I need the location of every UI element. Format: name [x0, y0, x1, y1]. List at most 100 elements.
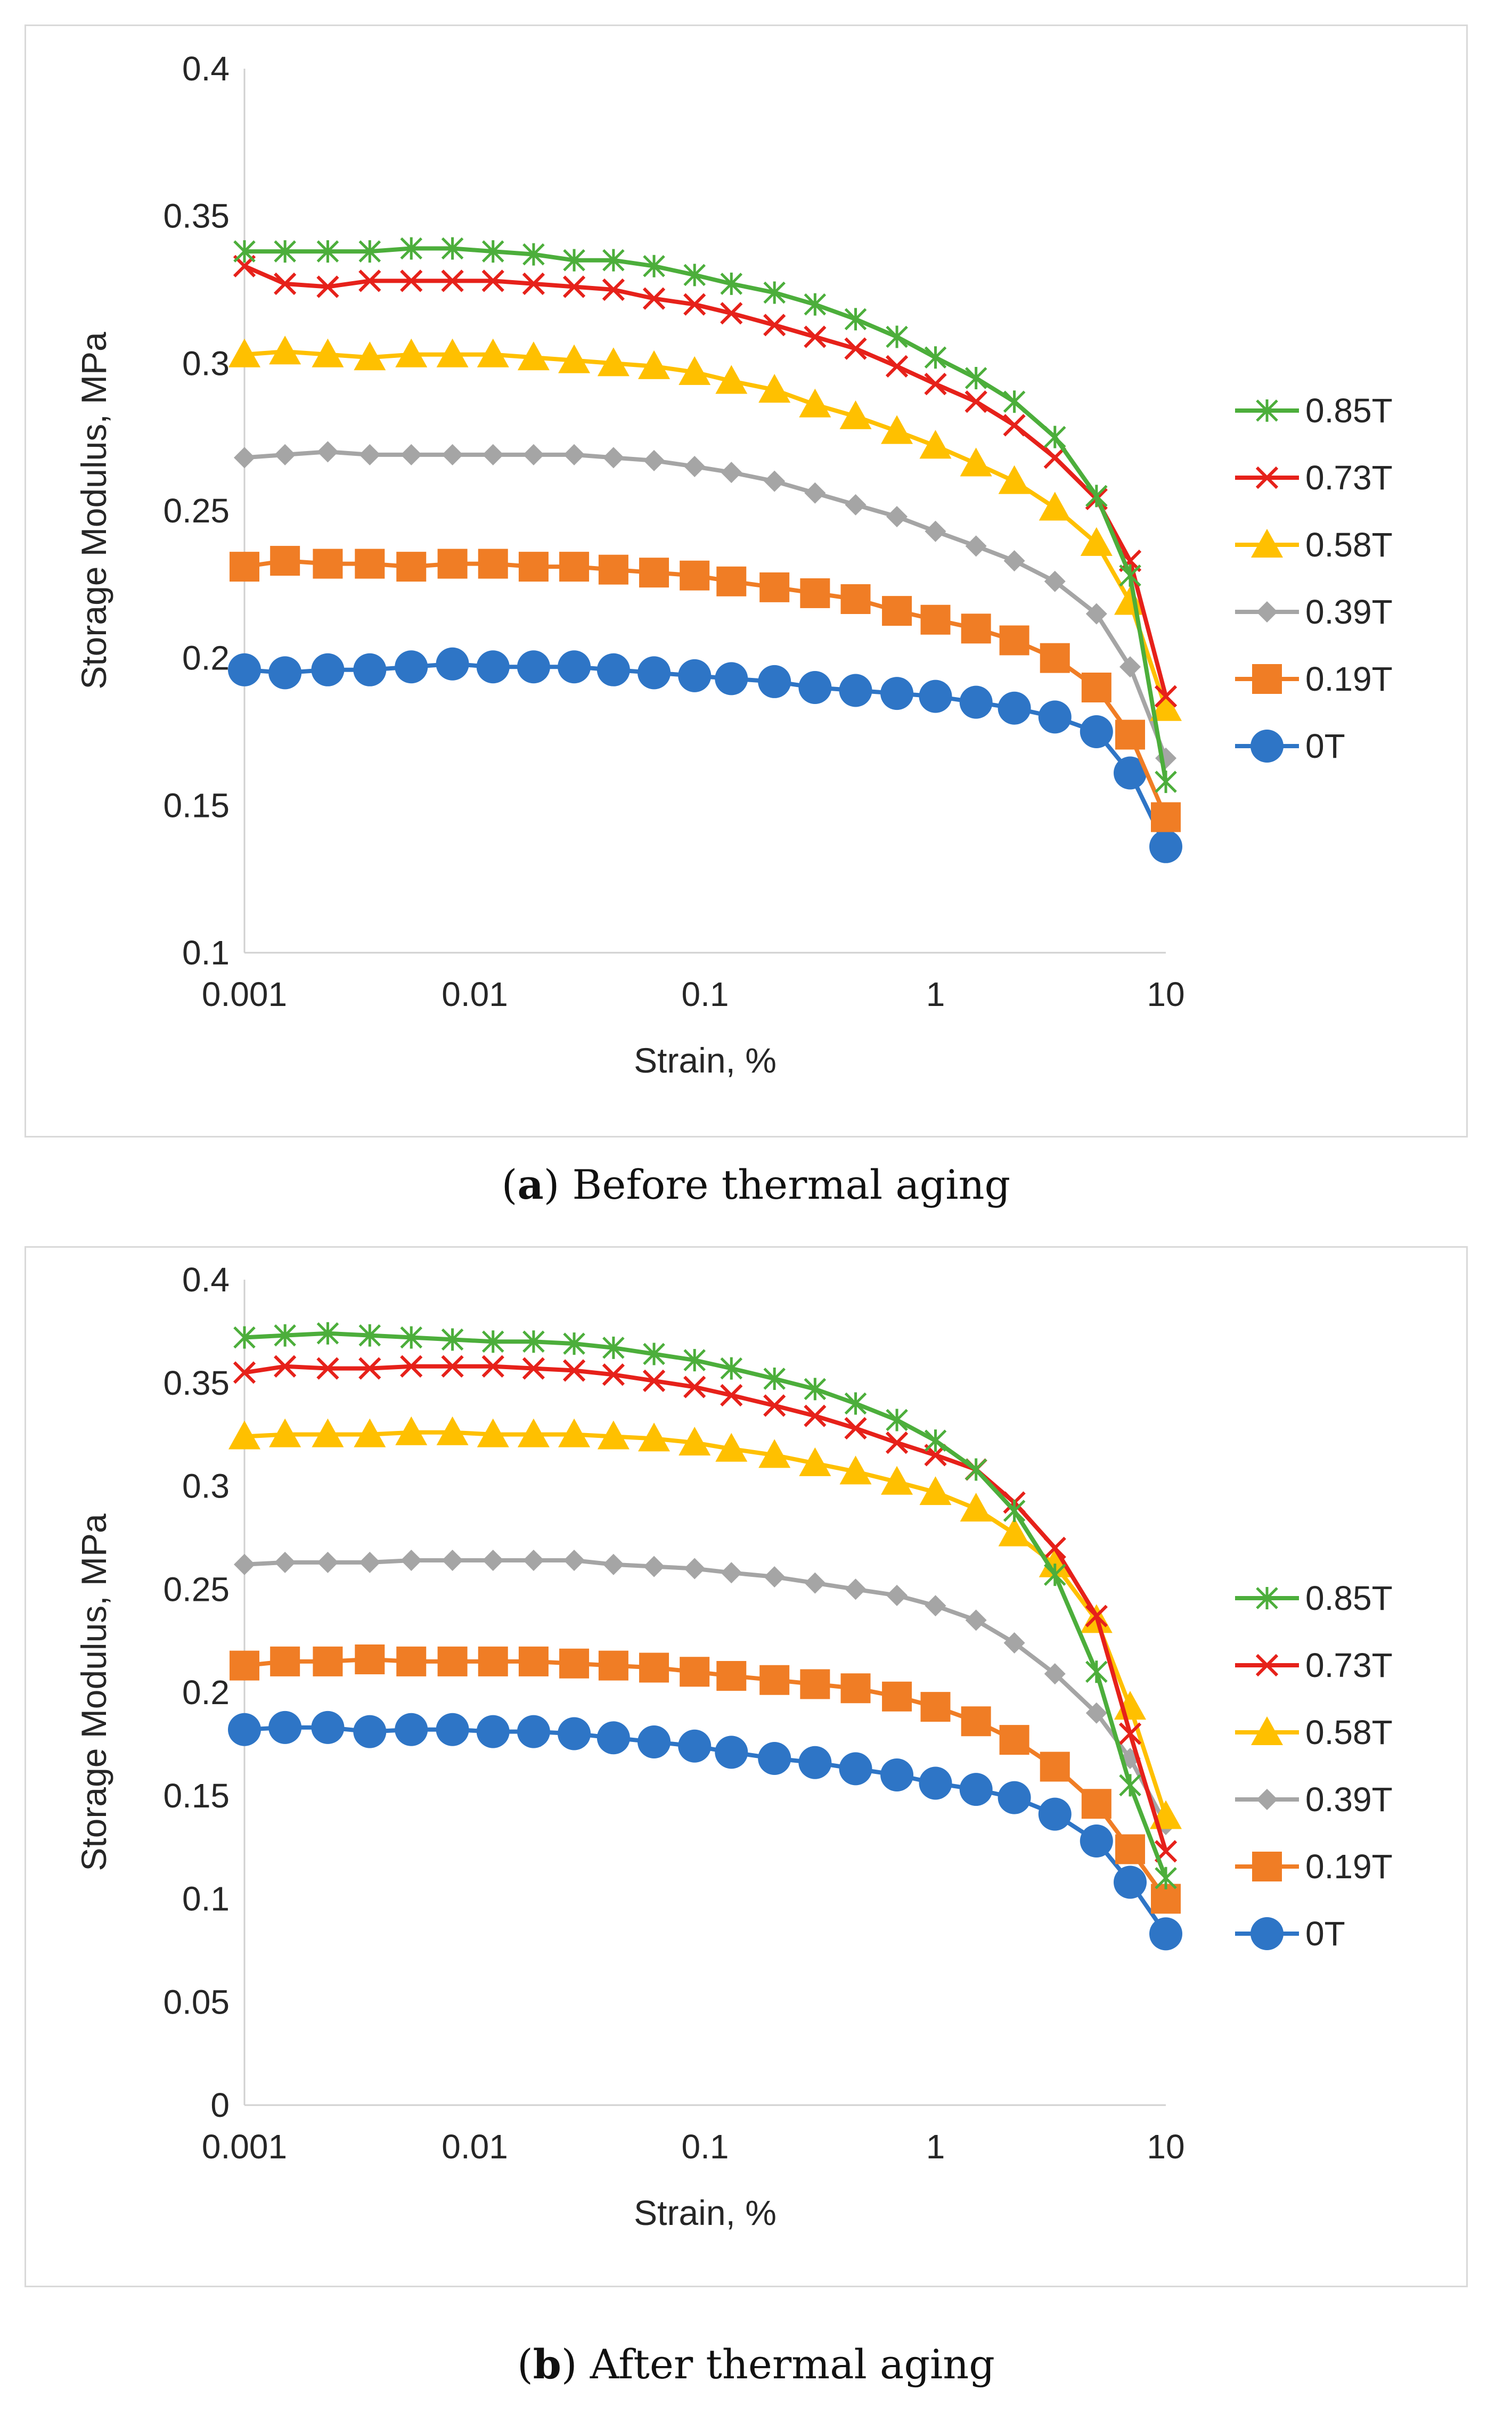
data-point-0.39T: [721, 1562, 742, 1584]
data-point-0.85T: [1043, 1564, 1066, 1586]
data-point-0.19T: [355, 549, 385, 579]
y-tick-label: 0.05: [163, 1983, 230, 2021]
data-point-0.73T: [316, 1357, 339, 1380]
data-point-0T: [919, 1766, 952, 1800]
data-point-0.39T: [1044, 1663, 1066, 1685]
data-point-0.73T: [1043, 446, 1066, 469]
legend-label: 0.58T: [1305, 526, 1393, 564]
legend-label: 0.85T: [1305, 391, 1393, 430]
data-point-0.19T: [437, 1646, 468, 1676]
chart-b: 0 0.05 0.1 0.15 0.2 0.25 0.3 0.35 0.4 0.001 0.01 0.…: [74, 1261, 1393, 2232]
data-point-0T: [596, 653, 630, 686]
data-point-0T: [517, 650, 550, 684]
legend-marker: [1255, 1654, 1279, 1677]
data-point-0.85T: [1085, 1660, 1108, 1683]
legend-label: 0.19T: [1305, 660, 1393, 698]
data-point-0.19T: [230, 552, 259, 582]
data-point-0.85T: [924, 346, 947, 369]
data-point-0.85T: [522, 243, 545, 266]
data-point-0.73T: [1154, 685, 1178, 708]
data-point-0T: [959, 685, 993, 719]
data-point-0.85T: [720, 1357, 743, 1380]
legend-marker: [1251, 730, 1284, 763]
data-point-0.85T: [400, 1326, 423, 1349]
data-point-0T: [268, 1711, 302, 1744]
data-point-0.39T: [563, 1550, 585, 1571]
data-point-0.19T: [999, 1725, 1029, 1755]
data-point-0.19T: [716, 566, 747, 596]
data-point-0.19T: [355, 1644, 385, 1674]
data-point-0.19T: [559, 1648, 590, 1679]
data-point-0.19T: [639, 558, 669, 588]
x-tick-label: 0.001: [202, 975, 287, 1013]
data-point-0.85T: [1119, 564, 1141, 587]
series-0.39T: [234, 1550, 1176, 1835]
data-point-0.73T: [400, 269, 423, 292]
chart-panel-b: 0 0.05 0.1 0.15 0.2 0.25 0.3 0.35 0.4 0.001 0.01 0.…: [24, 1246, 1468, 2287]
data-point-0T: [1080, 1824, 1113, 1857]
caption-b-text: After thermal aging: [577, 2341, 995, 2388]
data-point-0.19T: [396, 552, 427, 582]
data-point-0.73T: [683, 1376, 706, 1398]
data-point-0.85T: [1155, 771, 1177, 793]
data-point-0T: [1038, 1797, 1072, 1831]
data-point-0.39T: [1085, 1702, 1107, 1724]
data-point-0.85T: [886, 1409, 908, 1431]
caption-b: (b) After thermal aging: [517, 2341, 995, 2388]
caption-b-letter: b: [533, 2341, 561, 2388]
data-point-0.58T: [354, 1418, 386, 1447]
data-point-0.58T: [597, 347, 630, 377]
data-point-0.19T: [716, 1661, 747, 1691]
data-point-0T: [517, 1715, 550, 1748]
data-point-0.39T: [359, 1551, 381, 1573]
y-tick-label: 0.25: [163, 492, 230, 530]
data-point-0T: [758, 1742, 791, 1775]
caption-a-text: Before thermal aging: [559, 1161, 1011, 1208]
data-point-0.19T: [1081, 1789, 1111, 1819]
data-point-0.19T: [882, 1681, 912, 1712]
data-point-0.19T: [270, 1646, 300, 1676]
data-point-0.39T: [1003, 550, 1025, 572]
data-point-0.85T: [683, 1349, 706, 1372]
chart-panel-a: 0.1 0.15 0.2 0.25 0.3 0.35 0.4 0.001 0.01 0.1 1 10 S…: [24, 24, 1468, 1138]
data-point-0.58T: [517, 1418, 550, 1447]
data-point-0T: [839, 674, 872, 707]
data-point-0.73T: [885, 1431, 909, 1454]
data-point-0.19T: [840, 1673, 871, 1704]
data-point-0.73T: [965, 390, 987, 413]
data-point-0.73T: [885, 355, 909, 378]
data-point-0T: [1080, 715, 1113, 748]
data-point-0.58T: [395, 1416, 428, 1445]
data-point-0.85T: [441, 237, 464, 260]
legend-marker: [1251, 1716, 1283, 1745]
data-point-0.73T: [642, 1369, 666, 1392]
data-point-0T: [395, 650, 428, 684]
data-point-0.58T: [839, 1455, 872, 1485]
data-point-0.73T: [683, 293, 706, 316]
data-point-0.73T: [562, 275, 586, 298]
data-point-0T: [678, 1729, 712, 1763]
data-point-0.39T: [1085, 603, 1107, 625]
x-tick-label: 0.01: [442, 975, 508, 1013]
data-point-0.73T: [804, 325, 827, 348]
data-point-0T: [1114, 756, 1147, 790]
legend-marker: [1256, 1587, 1278, 1609]
data-point-0.19T: [920, 1692, 951, 1722]
data-point-0.58T: [881, 1466, 913, 1495]
data-point-0.58T: [1114, 586, 1147, 615]
data-point-0T: [596, 1721, 630, 1755]
data-point-0.85T: [683, 264, 706, 287]
legend-marker: [1256, 399, 1278, 422]
data-point-0.85T: [844, 1392, 867, 1415]
legend-marker: [1256, 1789, 1278, 1810]
legend-item-0.73T: 0.73T: [1235, 1646, 1393, 1684]
data-point-0T: [476, 650, 510, 684]
data-point-0.19T: [759, 1665, 790, 1695]
data-point-0.85T: [316, 240, 339, 263]
data-point-0.73T: [763, 314, 786, 337]
data-point-0.19T: [920, 604, 951, 635]
data-point-0.19T: [1040, 643, 1070, 673]
series-line-0T: [244, 661, 1168, 848]
data-point-0.73T: [844, 1417, 867, 1440]
data-point-0.58T: [1039, 1548, 1071, 1577]
